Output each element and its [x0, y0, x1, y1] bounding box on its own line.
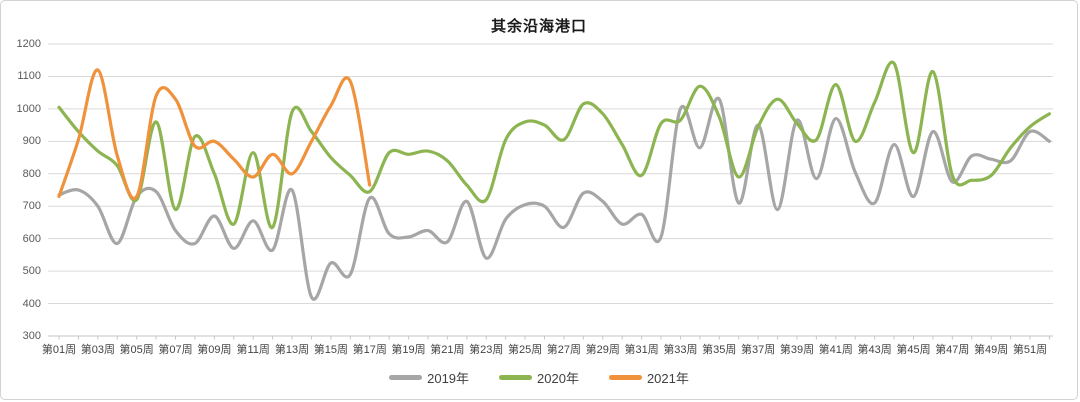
legend-item-2020: 2020年 — [499, 368, 579, 387]
legend-line-2020-icon — [499, 375, 533, 380]
x-axis-label: 第17周 — [352, 344, 387, 356]
legend-item-2021: 2021年 — [608, 368, 689, 387]
x-axis-label: 第49周 — [974, 344, 1009, 356]
x-axis-label: 第31周 — [624, 344, 659, 356]
y-axis-label: 800 — [22, 167, 41, 180]
x-axis-label: 第45周 — [896, 344, 931, 356]
x-axis-label: 第27周 — [546, 344, 582, 356]
y-axis-label: 600 — [22, 232, 41, 245]
legend: 2019年 2020年 2021年 — [1, 368, 1077, 387]
y-axis-label: 400 — [22, 297, 41, 310]
legend-line-2021-icon — [608, 375, 642, 380]
legend-label-2019: 2019年 — [427, 371, 470, 386]
x-axis-label: 第07周 — [158, 344, 193, 356]
x-axis-label: 第47周 — [935, 344, 970, 356]
x-axis-label: 第43周 — [857, 344, 892, 356]
gridlines — [48, 43, 1053, 337]
y-axis-label: 1100 — [17, 70, 41, 83]
series-line-2019 — [57, 96, 1051, 301]
x-axis-label: 第37周 — [740, 344, 776, 356]
x-axis-label: 第09周 — [197, 344, 232, 356]
y-axis-label: 700 — [22, 200, 41, 213]
y-axis-label: 300 — [22, 330, 41, 342]
legend-label-2021: 2021年 — [646, 371, 689, 386]
x-axis-label: 第11周 — [236, 344, 270, 356]
x-axis-label: 第01周 — [41, 344, 77, 356]
x-axis-label: 第33周 — [663, 344, 698, 356]
x-axis-label: 第13周 — [274, 344, 310, 356]
y-axis-label: 900 — [22, 135, 41, 148]
x-axis-label: 第05周 — [119, 344, 154, 356]
x-axis-label: 第25周 — [507, 344, 543, 356]
x-axis-label: 第15周 — [313, 344, 348, 356]
y-axis-label: 500 — [22, 265, 41, 278]
series-line-2021 — [57, 68, 372, 201]
x-axis-label: 第03周 — [80, 344, 115, 356]
x-axis-label: 第23周 — [469, 344, 504, 356]
x-axis-ticks — [58, 336, 1050, 340]
x-axis-label: 第21周 — [430, 344, 465, 356]
legend-line-2019-icon — [389, 375, 423, 380]
series-line-2020 — [57, 60, 1051, 229]
x-axis-label: 第39周 — [779, 344, 815, 356]
x-axis-label: 第29周 — [585, 344, 620, 356]
y-axis-label: 1000 — [16, 102, 41, 115]
legend-label-2020: 2020年 — [537, 371, 579, 386]
legend-item-2019: 2019年 — [389, 368, 469, 387]
x-axis-label: 第51周 — [1012, 344, 1048, 356]
chart-title: 其余沿海港口 — [490, 18, 587, 35]
x-axis-label: 第35周 — [702, 344, 737, 356]
x-axis-label: 第19周 — [391, 344, 426, 356]
x-axis-label: 第41周 — [818, 344, 853, 356]
y-axis-label: 1200 — [16, 38, 41, 50]
